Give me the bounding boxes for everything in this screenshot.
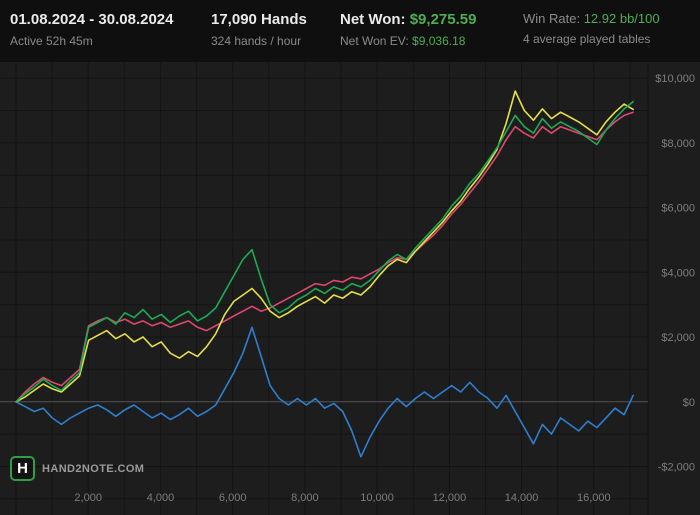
results-chart-area[interactable]: $10,000 $8,000 $6,000 $4,000 $2,000 $0 -$2,000… <box>0 62 700 515</box>
net-won-value: $9,275.59 <box>409 11 477 28</box>
active-time: Active 52h 45m <box>10 34 93 48</box>
x-axis-label: 14,000 <box>505 492 539 504</box>
results-graph[interactable]: $10,000 $8,000 $6,000 $4,000 $2,000 $0 -$2,000… <box>0 62 700 515</box>
x-axis-label: 8,000 <box>291 492 319 504</box>
hand2note-logo-icon: H <box>10 456 35 481</box>
x-axis-label: 6,000 <box>219 492 247 504</box>
hands-block: 17,090 Hands 324 hands / hour <box>211 11 307 48</box>
yellow-net-won-ev-curve <box>15 90 635 403</box>
y-axis-label: $6,000 <box>661 203 695 215</box>
date-range: 01.08.2024 - 30.08.2024 <box>10 11 174 28</box>
y-axis-label: $10,000 <box>655 73 695 85</box>
y-axis-label: -$2,000 <box>658 462 695 474</box>
win-rate-value: 12.92 bb/100 <box>583 11 660 26</box>
x-axis-label: 2,000 <box>74 492 102 504</box>
y-axis-label: $0 <box>683 397 695 409</box>
x-axis-label: 10,000 <box>360 492 394 504</box>
y-axis-label: $8,000 <box>661 138 695 150</box>
blue-winnings-curve <box>15 326 635 458</box>
hands-per-hour: 324 hands / hour <box>211 34 302 48</box>
y-axis-label: $4,000 <box>661 267 695 279</box>
x-axis-label: 12,000 <box>433 492 467 504</box>
win-rate-label: Win Rate: <box>523 11 581 26</box>
net-won-ev-value: $9,036.18 <box>412 34 466 48</box>
average-tables: 4 average played tables <box>523 32 651 46</box>
x-axis-label: 16,000 <box>577 492 611 504</box>
net-won-block: Net Won: $9,275.59 Net Won EV: $9,036.18 <box>340 11 476 48</box>
y-axis-label: $2,000 <box>661 332 695 344</box>
x-axis-label: 4,000 <box>147 492 175 504</box>
green-net-won-curve <box>15 100 635 403</box>
hands-count: 17,090 Hands <box>211 11 307 28</box>
date-range-block: 01.08.2024 - 30.08.2024 Active 52h 45m <box>10 11 173 48</box>
pink-winnings-curve <box>15 111 635 403</box>
win-rate-block: Win Rate: 12.92 bb/100 4 average played … <box>523 11 660 46</box>
stats-header: 01.08.2024 - 30.08.2024 Active 52h 45m 1… <box>0 0 700 62</box>
hand2note-logo: H HAND2NOTE.COM <box>10 456 144 481</box>
net-won-ev-label: Net Won EV: <box>340 34 409 48</box>
hand2note-logo-text: HAND2NOTE.COM <box>42 462 145 475</box>
net-won-label: Net Won: <box>340 11 406 28</box>
